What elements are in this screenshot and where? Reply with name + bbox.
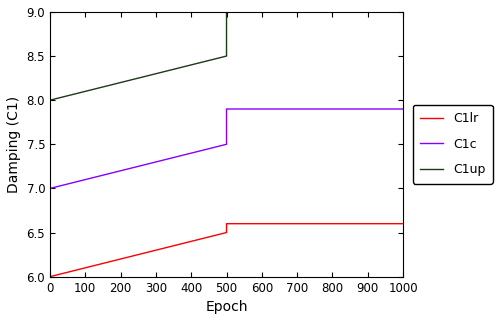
C1c	[224, 143, 230, 146]
C1up	[224, 10, 230, 14]
C1lr	[47, 275, 53, 279]
C1lr	[224, 230, 230, 234]
Line: C1lr: C1lr	[50, 224, 403, 277]
C1c	[47, 187, 53, 190]
X-axis label: Epoch: Epoch	[206, 300, 248, 314]
C1c	[224, 107, 230, 111]
C1lr	[400, 222, 406, 226]
C1lr	[224, 222, 230, 226]
Legend: C1lr, C1c, C1up: C1lr, C1c, C1up	[413, 105, 492, 184]
Line: C1c: C1c	[50, 109, 403, 188]
Y-axis label: Damping (C1): Damping (C1)	[7, 96, 21, 193]
C1up	[47, 98, 53, 102]
Line: C1up: C1up	[50, 12, 226, 100]
C1up	[224, 54, 230, 58]
C1c	[400, 107, 406, 111]
